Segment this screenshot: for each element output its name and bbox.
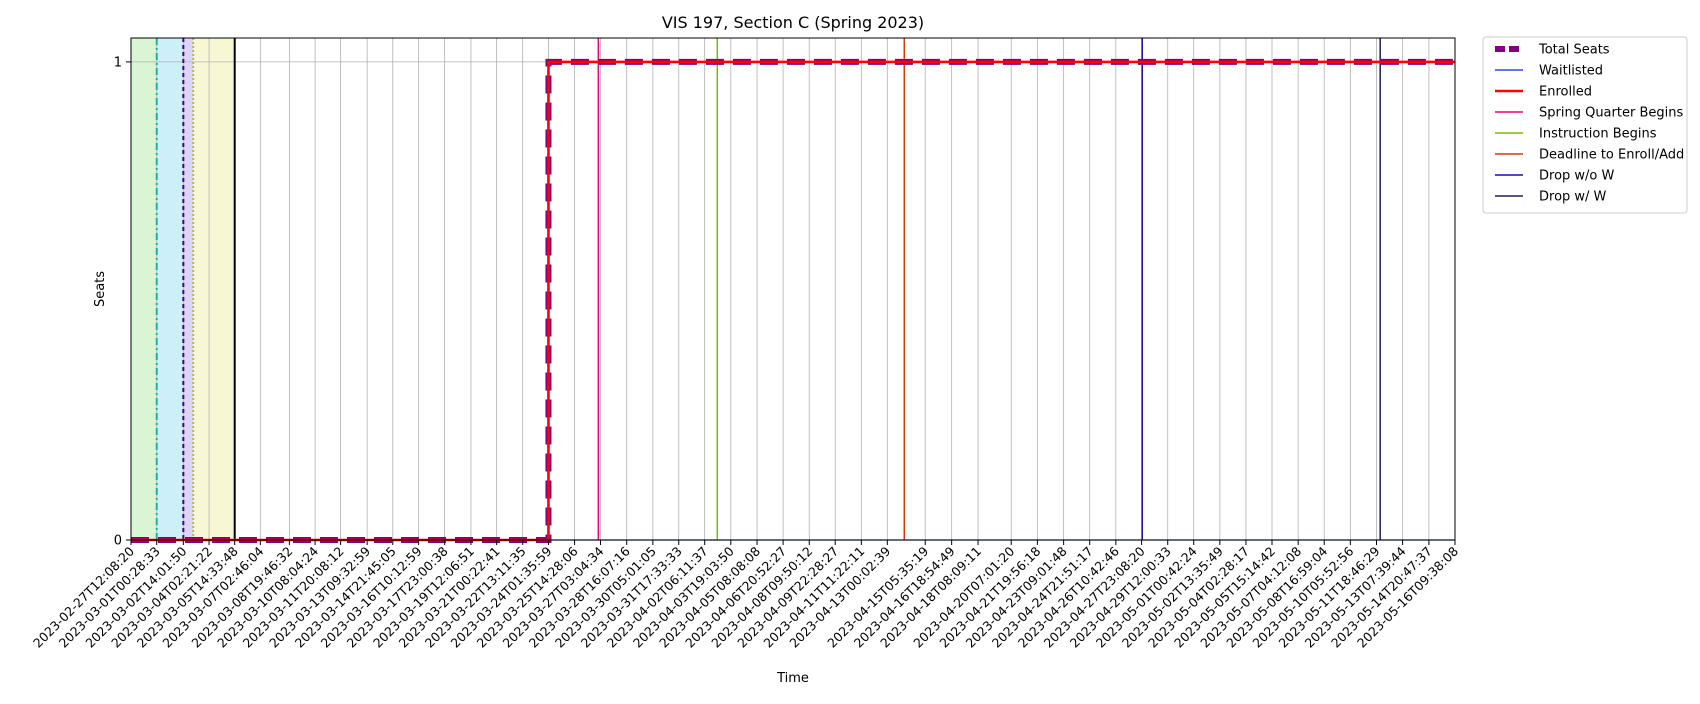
legend-box <box>1482 36 1688 214</box>
legend-label-2: Enrolled <box>1539 85 1592 100</box>
legend-label-1: Waitlisted <box>1539 64 1603 79</box>
plot-frame <box>130 37 1456 541</box>
y-tick-label-0: 0 <box>114 534 122 549</box>
enrollment-period-1 <box>156 38 184 540</box>
enrollment-period-0 <box>131 38 157 540</box>
y-tick-label-1: 1 <box>114 55 122 70</box>
x-axis-label: Time <box>776 671 809 686</box>
y-axis-label: Seats <box>93 271 108 307</box>
legend-label-6: Drop w/o W <box>1539 169 1615 184</box>
legend-label-4: Instruction Begins <box>1539 127 1657 142</box>
chart-title: VIS 197, Section C (Spring 2023) <box>662 13 924 32</box>
series-line-0 <box>131 58 1455 543</box>
legend-label-0: Total Seats <box>1538 43 1610 58</box>
legend-label-7: Drop w/ W <box>1539 190 1607 205</box>
legend-label-5: Deadline to Enroll/Add <box>1539 148 1684 163</box>
enrollment-period-3 <box>193 38 235 540</box>
legend-label-3: Spring Quarter Begins <box>1539 106 1683 121</box>
series-line-2 <box>131 60 1455 542</box>
enrollment-period-2 <box>183 38 194 540</box>
